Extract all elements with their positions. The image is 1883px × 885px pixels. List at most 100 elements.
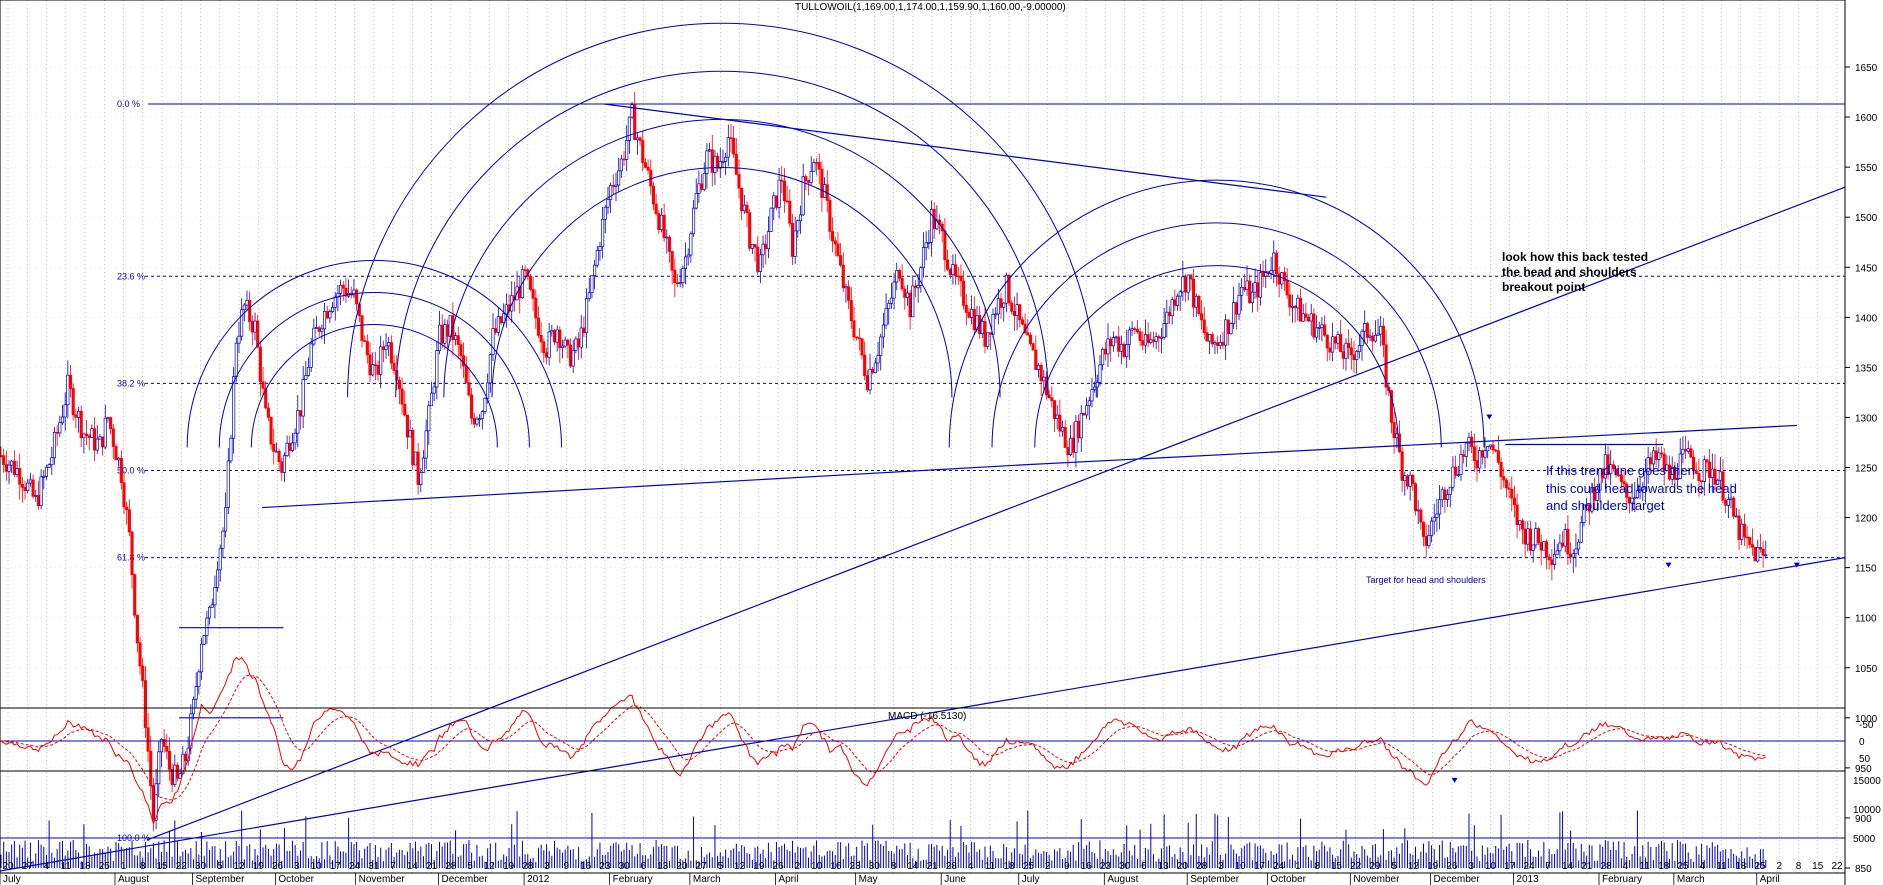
candle-body [1547,556,1551,561]
candle-body [1135,329,1139,333]
candle-body [1098,364,1102,383]
candle-body [109,417,113,430]
candle-body [1563,529,1567,547]
candle-body [491,328,495,355]
candle-body [1071,437,1075,453]
candle-body [1582,504,1586,523]
candle-body [427,405,431,432]
macd-signal-line [0,674,1766,801]
candle-body [667,236,672,252]
candle-body [1250,291,1254,304]
candle-body [806,180,811,183]
candle-body [1657,452,1661,460]
candle-body [780,179,784,182]
volume-tick-label: 10000 [1853,805,1881,816]
date-tick-label: 7 [1545,861,1551,872]
arrow-marker [1665,562,1672,568]
month-label: May [859,874,878,885]
month-label: June [944,874,966,885]
candle-body [34,495,38,497]
candle-body [1090,389,1094,402]
candle-body [590,275,594,294]
date-tick-label: 12 [1408,861,1420,872]
candle-body [58,422,62,434]
candle-body [1218,341,1222,347]
candle-body [1373,335,1377,342]
candle-body [221,530,225,549]
candle-body [921,247,926,269]
candle-body [28,479,32,484]
candle-body [547,331,551,358]
month-label: October [1270,874,1306,885]
candle-body [809,170,813,183]
fib-levels: 0.0 %23.6 %38.2 %50.0 %61.8 %100.0 % [0,99,1845,843]
candle-body [863,354,867,377]
price-tick-label: 1200 [1855,514,1878,525]
candle-body [419,472,423,485]
candle-body [405,414,409,438]
candle-body [1552,554,1557,565]
candle-body [344,287,348,297]
cup-arc [491,167,953,398]
candle-body [750,244,754,249]
candle-body [1352,354,1356,360]
candle-body [1697,473,1701,482]
month-label: December [442,874,489,885]
candle-body [10,460,14,466]
candle-body [1256,282,1260,298]
candle-body [1713,468,1717,485]
candle-body [577,338,581,348]
date-tick-label: 11 [1639,861,1650,872]
candle-body [1424,536,1428,547]
candle-body [44,466,49,477]
candle-body [662,214,666,239]
candle-body [39,476,43,506]
candle-body [293,432,297,444]
candle-body [994,313,998,316]
candle-body [913,285,918,289]
date-tick-label: 23 [1100,861,1112,872]
candle-body [1175,295,1180,306]
candle-body [1662,453,1666,471]
month-label: February [613,874,653,885]
candle-body [15,468,19,475]
date-tick-label: 28 [522,861,534,872]
date-tick-label: 2 [1776,861,1782,872]
candle-body [782,180,787,202]
candle-body [1074,420,1078,453]
candle-body [103,417,107,448]
candle-body [988,332,992,335]
candle-body [143,680,147,729]
candle-body [245,299,249,306]
candle-body [1087,400,1091,407]
candle-body [552,330,557,343]
candle-body [560,345,565,349]
candle-body [574,338,578,351]
date-tick-label: 17 [1254,861,1266,872]
candle-body [1753,546,1757,562]
candle-body [1058,414,1062,432]
candle-body [1750,544,1754,548]
date-tick-label: 26 [272,861,284,872]
date-tick-label: 16 [580,861,592,872]
trend-line-neckline-upper [1029,424,1797,466]
candle-body [199,643,204,673]
candle-body [1510,488,1514,499]
candle-body [814,162,819,164]
candle-body [154,783,158,821]
candle-body [1245,280,1249,290]
candle-body [665,236,669,239]
candle-body [1221,341,1225,346]
candle-body [1133,328,1137,330]
candle-body [705,150,709,174]
date-tick-label: 21 [927,861,939,872]
candle-body [1678,453,1682,480]
candle-body [93,428,97,451]
candle-body [389,342,393,364]
candle-body [135,614,139,644]
date-tick-label: 3 [294,861,300,872]
candle-body [157,751,161,785]
candle-body [1480,450,1484,458]
candle-body [1194,295,1198,308]
candle-body [1122,343,1126,358]
